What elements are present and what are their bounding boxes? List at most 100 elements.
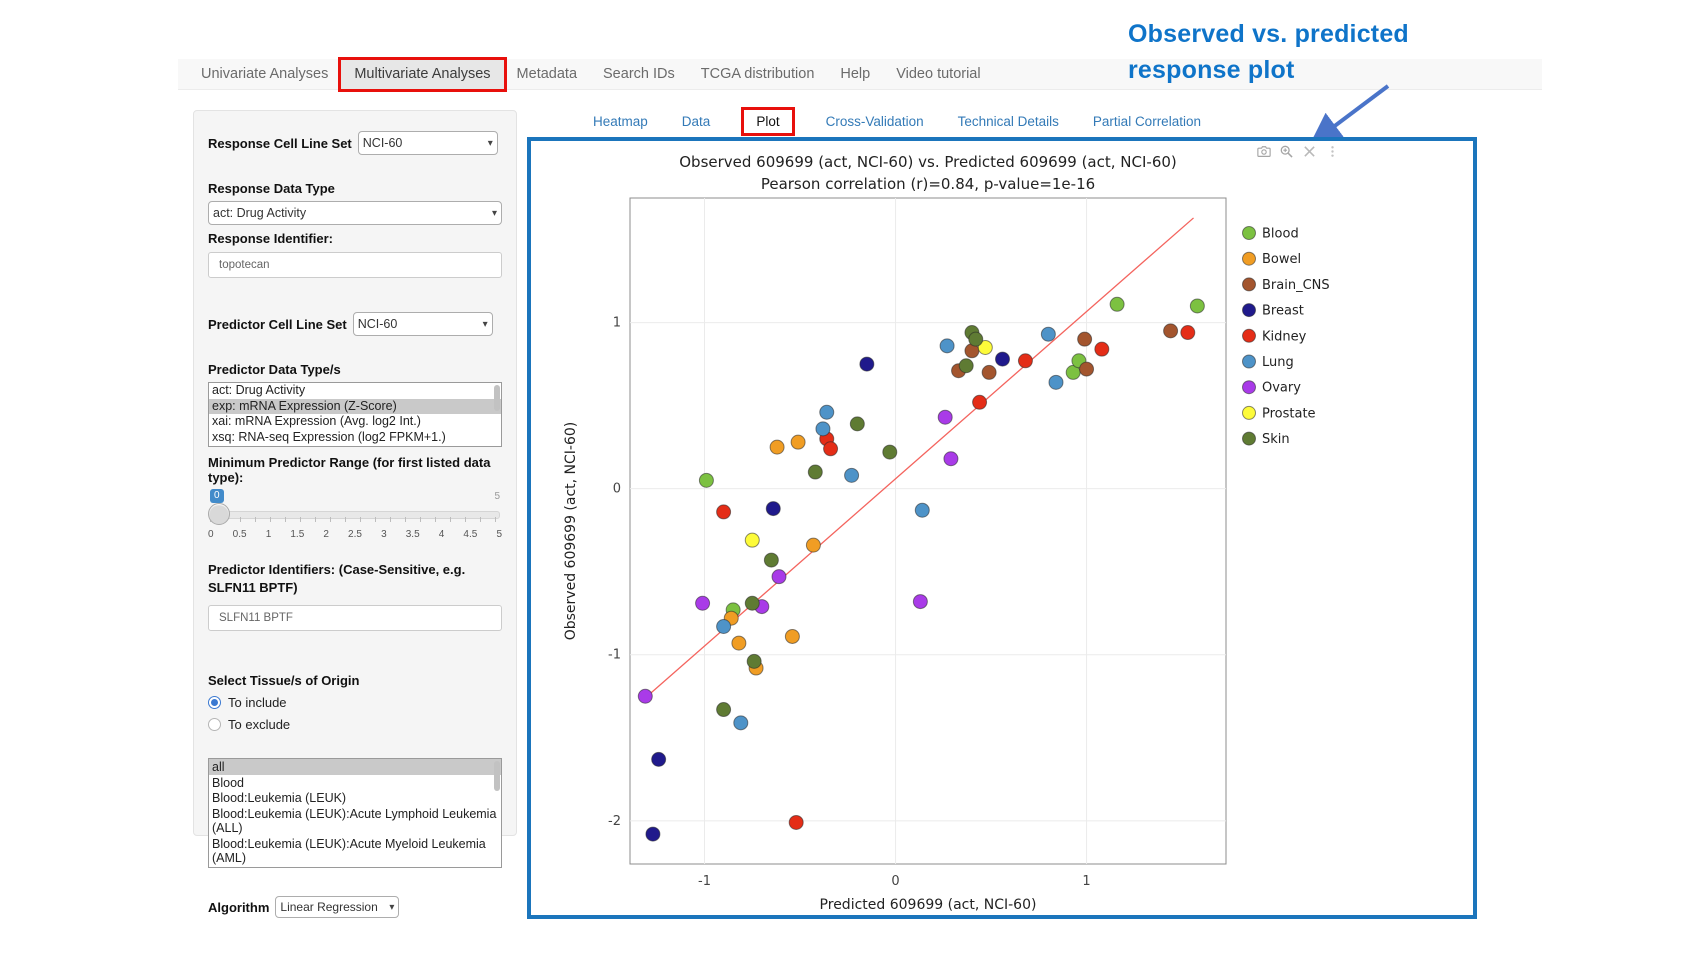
- tab-data[interactable]: Data: [681, 113, 711, 129]
- nav-item-multivariate-analyses[interactable]: Multivariate Analyses: [338, 56, 507, 92]
- tab-partial-correlation[interactable]: Partial Correlation: [1092, 113, 1201, 129]
- data-point-skin[interactable]: [746, 653, 762, 669]
- legend-marker-lung[interactable]: [1242, 354, 1256, 369]
- data-point-ovary[interactable]: [637, 688, 653, 704]
- data-point-brain_cns[interactable]: [1163, 323, 1179, 339]
- data-point-kidney[interactable]: [823, 441, 839, 457]
- data-point-skin[interactable]: [807, 464, 823, 480]
- data-point-breast[interactable]: [765, 501, 781, 517]
- data-point-blood[interactable]: [1189, 298, 1205, 314]
- list-option[interactable]: exp: mRNA Expression (Z-Score): [209, 398, 501, 414]
- data-point-breast[interactable]: [651, 751, 667, 767]
- legend-marker-prostate[interactable]: [1242, 405, 1256, 420]
- legend-label-kidney[interactable]: Kidney: [1262, 329, 1307, 344]
- data-point-lung[interactable]: [819, 404, 835, 420]
- data-point-breast[interactable]: [995, 351, 1010, 367]
- legend-marker-ovary[interactable]: [1242, 380, 1256, 395]
- nav-item-tcga-distribution[interactable]: TCGA distribution: [700, 65, 815, 82]
- data-point-lung[interactable]: [733, 715, 749, 731]
- legend-marker-blood[interactable]: [1242, 226, 1256, 240]
- data-point-skin[interactable]: [968, 331, 984, 347]
- data-point-lung[interactable]: [844, 467, 860, 483]
- data-point-brain_cns[interactable]: [1077, 331, 1093, 347]
- legend-marker-bowel[interactable]: [1242, 251, 1256, 266]
- data-point-breast[interactable]: [645, 826, 661, 842]
- data-point-brain_cns[interactable]: [981, 364, 997, 380]
- nav-item-video-tutorial[interactable]: Video tutorial: [896, 65, 981, 82]
- data-point-skin[interactable]: [958, 358, 974, 374]
- nav-item-search-ids[interactable]: Search IDs: [603, 65, 675, 82]
- data-point-kidney[interactable]: [972, 394, 988, 410]
- data-point-kidney[interactable]: [1094, 341, 1110, 357]
- list-option[interactable]: xai: mRNA Expression (Avg. log2 Int.): [212, 414, 421, 428]
- legend-label-prostate[interactable]: Prostate: [1262, 406, 1316, 421]
- data-point-ovary[interactable]: [943, 451, 959, 467]
- data-point-bowel[interactable]: [805, 537, 821, 553]
- to-include-radio[interactable]: [208, 696, 221, 709]
- data-point-lung[interactable]: [716, 618, 732, 634]
- legend-label-ovary[interactable]: Ovary: [1262, 381, 1301, 396]
- predictor-cell-line-set-select[interactable]: NCI-60 ▾: [352, 312, 493, 336]
- slider-handle[interactable]: [208, 503, 230, 525]
- tab-cross-validation[interactable]: Cross-Validation: [825, 113, 924, 129]
- data-point-blood[interactable]: [698, 472, 714, 488]
- legend-label-blood[interactable]: Blood: [1262, 227, 1299, 242]
- min-predictor-range-slider[interactable]: 0 5 0 0.5 1 1.5 2 2.5 3 3.5 4 4.5 5: [208, 489, 502, 547]
- response-identifier-input[interactable]: topotecan: [208, 252, 502, 278]
- tissue-listbox[interactable]: all Blood Blood:Leukemia (LEUK) Blood:Leuke…: [208, 758, 502, 868]
- data-point-blood[interactable]: [1109, 296, 1125, 312]
- data-point-bowel[interactable]: [790, 434, 806, 450]
- data-point-bowel[interactable]: [769, 439, 785, 455]
- nav-item-help[interactable]: Help: [840, 65, 871, 82]
- nav-item-metadata[interactable]: Metadata: [516, 65, 578, 82]
- camera-icon[interactable]: [1257, 145, 1271, 159]
- response-cell-line-set-select[interactable]: NCI-60 ▾: [357, 131, 498, 155]
- data-point-ovary[interactable]: [912, 594, 928, 610]
- data-point-lung[interactable]: [815, 421, 831, 437]
- data-point-brain_cns[interactable]: [1079, 361, 1095, 377]
- legend-label-skin[interactable]: Skin: [1262, 432, 1290, 447]
- list-option[interactable]: Blood:Leukemia (LEUK):Acute Lymphoid Leu…: [212, 806, 497, 836]
- data-point-bowel[interactable]: [731, 635, 747, 651]
- scrollbar-thumb[interactable]: [494, 761, 500, 791]
- algorithm-select[interactable]: Linear Regression ▾: [275, 896, 400, 918]
- data-point-skin[interactable]: [763, 552, 779, 568]
- predictor-identifiers-input[interactable]: SLFN11 BPTF: [208, 605, 502, 631]
- data-point-kidney[interactable]: [1180, 325, 1196, 341]
- legend-marker-skin[interactable]: [1242, 431, 1256, 446]
- data-point-kidney[interactable]: [716, 504, 732, 520]
- data-point-lung[interactable]: [1040, 326, 1056, 342]
- tab-technical-details[interactable]: Technical Details: [957, 113, 1059, 129]
- data-point-skin[interactable]: [882, 444, 898, 460]
- list-option[interactable]: Blood:Leukemia (LEUK): [212, 791, 347, 805]
- data-point-skin[interactable]: [716, 702, 732, 718]
- nav-item-univariate-analyses[interactable]: Univariate Analyses: [201, 65, 329, 82]
- data-point-lung[interactable]: [939, 338, 955, 354]
- predictor-data-types-listbox[interactable]: act: Drug Activity exp: mRNA Expression (…: [208, 382, 502, 447]
- response-data-type-select[interactable]: act: Drug Activity ▾: [208, 201, 502, 225]
- list-option[interactable]: Blood:Leukemia (LEUK):Acute Myeloid Leuk…: [212, 836, 486, 866]
- legend-label-lung[interactable]: Lung: [1262, 355, 1294, 370]
- legend-marker-brain_cns[interactable]: [1242, 277, 1256, 292]
- list-option[interactable]: act: Drug Activity: [212, 383, 306, 397]
- to-exclude-radio[interactable]: [208, 718, 221, 731]
- legend-label-bowel[interactable]: Bowel: [1262, 252, 1301, 267]
- list-option[interactable]: Blood: [212, 775, 244, 790]
- list-option[interactable]: Blood:Leukemia (LEUK):Chronic Myelogenou…: [209, 866, 501, 868]
- legend-label-breast[interactable]: Breast: [1262, 304, 1304, 319]
- data-point-lung[interactable]: [1048, 374, 1064, 390]
- data-point-ovary[interactable]: [695, 595, 711, 611]
- scrollbar-thumb[interactable]: [494, 385, 500, 411]
- zoom-icon[interactable]: [1280, 145, 1294, 159]
- list-option[interactable]: xsq: RNA-seq Expression (log2 FPKM+1.): [212, 429, 446, 444]
- data-point-skin[interactable]: [849, 416, 865, 432]
- data-point-bowel[interactable]: [784, 628, 800, 644]
- tab-plot[interactable]: Plot: [741, 106, 795, 136]
- more-icon[interactable]: [1326, 145, 1340, 159]
- data-point-ovary[interactable]: [937, 409, 953, 425]
- data-point-lung[interactable]: [914, 502, 930, 518]
- pan-icon[interactable]: [1303, 145, 1317, 159]
- data-point-breast[interactable]: [859, 356, 875, 372]
- data-point-prostate[interactable]: [744, 532, 760, 548]
- legend-marker-breast[interactable]: [1242, 303, 1256, 318]
